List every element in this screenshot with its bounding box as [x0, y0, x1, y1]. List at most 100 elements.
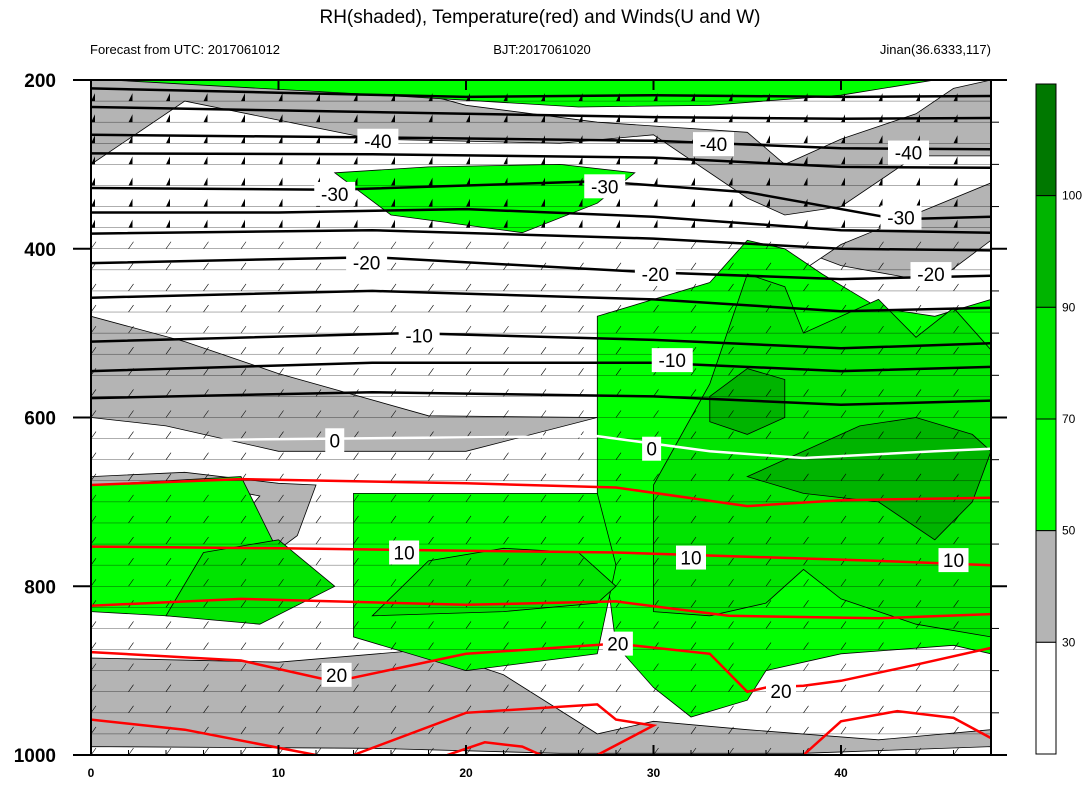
wind-barb — [578, 198, 583, 207]
wind-barb — [690, 536, 697, 545]
wind-barb — [353, 283, 359, 292]
wind-barb — [278, 494, 284, 503]
wind-barb — [390, 726, 397, 735]
wind-barb — [128, 663, 134, 671]
x-tick-label: 0 — [88, 766, 95, 780]
isotherm-label: -40 — [700, 135, 727, 156]
y-tick-label: 800 — [24, 577, 56, 598]
wind-barb — [615, 494, 622, 503]
wind-barb — [803, 663, 809, 671]
wind-barb — [315, 705, 322, 713]
wind-barb — [728, 684, 734, 692]
wind-barb — [953, 177, 958, 186]
colorbar: 30 50 70 90 100 — [1035, 83, 1082, 755]
wind-barb — [765, 726, 772, 735]
wind-barb — [878, 156, 883, 165]
wind-barb — [465, 325, 472, 334]
wind-barb — [653, 494, 659, 503]
wind-barb — [129, 72, 133, 80]
wind-barb — [166, 156, 170, 165]
wind-barb — [841, 135, 845, 144]
wind-barb — [728, 494, 734, 503]
wind-barb — [353, 473, 359, 481]
wind-barb — [915, 241, 922, 249]
wind-barb — [165, 515, 172, 524]
isotherm-red — [802, 709, 991, 755]
wind-barb — [953, 579, 959, 587]
isotherm-red — [91, 718, 317, 755]
wind-barb — [203, 431, 209, 439]
wind-barb — [278, 726, 284, 735]
wind-barb — [953, 283, 959, 292]
wind-barb — [765, 642, 772, 650]
wind-barb — [353, 452, 359, 460]
wind-barb — [315, 579, 322, 587]
wind-barb — [278, 114, 283, 123]
wind-barb — [165, 304, 172, 313]
wind-barb — [315, 663, 322, 671]
wind-barb — [166, 177, 170, 186]
wind-barb — [841, 198, 845, 207]
wind-barb — [766, 72, 770, 80]
wind-barb — [391, 156, 395, 165]
wind-barb — [540, 473, 547, 481]
wind-barb — [728, 304, 734, 313]
wind-barb — [466, 219, 470, 228]
wind-barb — [428, 114, 433, 123]
wind-barb — [240, 494, 247, 503]
wind-barb — [128, 747, 134, 755]
isotherm-label-box — [398, 323, 440, 348]
wind-barb — [128, 389, 134, 397]
wind-barb — [465, 642, 472, 650]
wind-barb — [653, 684, 659, 692]
wind-barb — [428, 156, 433, 165]
wind-barb — [615, 557, 622, 566]
wind-barb — [165, 494, 172, 503]
wind-barb — [391, 177, 395, 186]
wind-barb — [915, 515, 922, 524]
wind-barb — [353, 579, 359, 587]
colorbar-segment — [1035, 195, 1057, 308]
wind-barb — [428, 347, 434, 355]
wind-barb — [878, 473, 884, 481]
rh-region-mid-green — [165, 539, 336, 625]
wind-barb — [878, 283, 884, 292]
wind-barb — [953, 368, 959, 376]
wind-barb — [953, 262, 959, 271]
wind-barb — [166, 198, 170, 207]
wind-barb — [915, 600, 922, 608]
wind-barb — [803, 579, 809, 587]
wind-barb — [315, 452, 322, 460]
isotherm-label: -10 — [659, 351, 686, 372]
wind-barb — [915, 579, 922, 587]
wind-barb — [503, 347, 509, 355]
wind-barb — [765, 536, 772, 545]
wind-barb — [953, 156, 958, 165]
wind-barb — [503, 515, 509, 524]
wind-barb — [353, 557, 359, 566]
wind-barb — [878, 684, 884, 692]
isotherm-label-box — [321, 662, 352, 687]
wind-barb — [165, 557, 172, 566]
wind-barb — [729, 72, 733, 80]
isotherm-label-box — [314, 181, 356, 206]
wind-barb — [465, 494, 472, 503]
wind-barb — [165, 410, 172, 418]
wind-barb — [278, 431, 284, 439]
wind-barb — [390, 515, 397, 524]
wind-barb — [578, 368, 584, 376]
wind-barb — [953, 705, 959, 713]
wind-barb — [541, 72, 545, 80]
wind-barb — [240, 726, 247, 735]
wind-barb — [766, 135, 770, 144]
wind-barb — [765, 473, 772, 481]
wind-barb — [503, 114, 508, 123]
wind-barb — [541, 198, 545, 207]
wind-barb — [240, 452, 247, 460]
wind-barb — [578, 747, 584, 755]
wind-barb — [128, 304, 134, 313]
wind-barb — [503, 642, 509, 650]
isotherm-label-box — [642, 436, 662, 461]
wind-barb — [690, 241, 697, 249]
